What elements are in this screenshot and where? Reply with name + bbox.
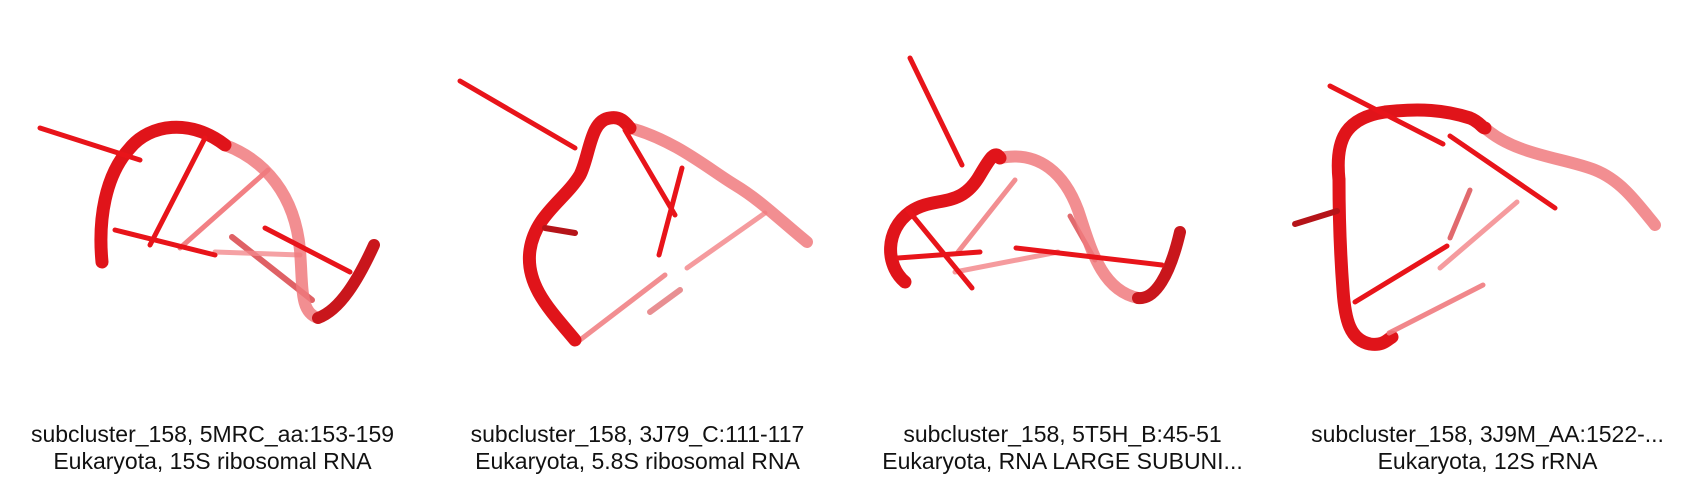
structure-caption-1: subcluster_158, 5MRC_aa:153-159 Eukaryot… <box>0 421 425 475</box>
structure-panel-2: subcluster_158, 3J79_C:111-117 Eukaryota… <box>425 0 850 480</box>
structure-panel-4: subcluster_158, 3J9M_AA:1522-... Eukaryo… <box>1275 0 1700 480</box>
caption-line-2: Eukaryota, 15S ribosomal RNA <box>53 448 372 474</box>
caption-line-2: Eukaryota, 12S rRNA <box>1377 448 1598 474</box>
caption-line-1: subcluster_158, 5T5H_B:45-51 <box>903 421 1222 447</box>
structure-caption-2: subcluster_158, 3J79_C:111-117 Eukaryota… <box>425 421 850 475</box>
rna-cartoon-render-4 <box>1292 83 1661 351</box>
rna-cartoon-render-1 <box>37 120 380 324</box>
structure-panel-1: subcluster_158, 5MRC_aa:153-159 Eukaryot… <box>0 0 425 480</box>
structure-caption-3: subcluster_158, 5T5H_B:45-51 Eukaryota, … <box>850 421 1275 475</box>
caption-line-1: subcluster_158, 3J9M_AA:1522-... <box>1311 421 1664 447</box>
caption-line-2: Eukaryota, 5.8S ribosomal RNA <box>475 448 800 474</box>
caption-line-1: subcluster_158, 3J79_C:111-117 <box>470 421 805 447</box>
rna-cartoon-render-3 <box>884 55 1186 305</box>
structure-caption-4: subcluster_158, 3J9M_AA:1522-... Eukaryo… <box>1275 421 1700 475</box>
structure-panel-3: subcluster_158, 5T5H_B:45-51 Eukaryota, … <box>850 0 1275 480</box>
caption-line-1: subcluster_158, 5MRC_aa:153-159 <box>30 421 395 447</box>
caption-line-2: Eukaryota, RNA LARGE SUBUNI... <box>882 448 1243 474</box>
rna-cartoon-render-2 <box>457 78 813 347</box>
